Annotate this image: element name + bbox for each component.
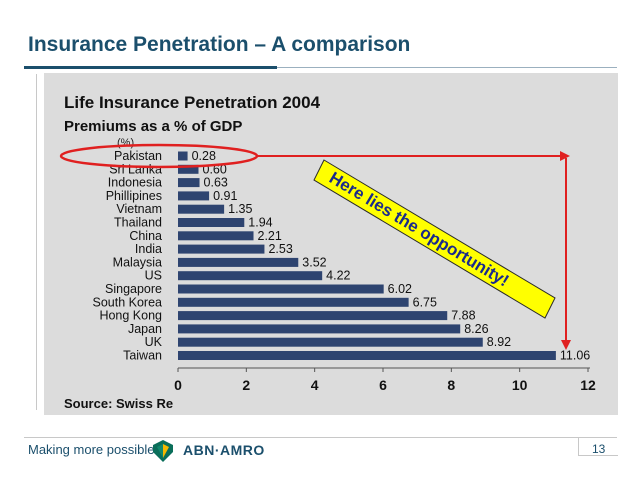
category-label: Sri Lanka [109,162,162,176]
bar-uk [178,337,483,347]
title-rule [277,67,617,68]
category-label: Vietnam [116,202,162,216]
x-tick-label: 12 [580,377,596,393]
category-label: Thailand [114,216,162,230]
category-label: Indonesia [108,176,162,190]
bar-sri-lanka [178,164,199,174]
value-label: 0.28 [192,149,216,163]
value-label: 1.35 [228,202,252,216]
value-label: 3.52 [302,255,326,269]
category-label: Taiwan [123,349,162,363]
bar-hong-kong [178,311,448,321]
category-label: Hong Kong [99,309,162,323]
category-label: US [145,269,162,283]
page-number-box [578,437,618,456]
chart-subtitle: Premiums as a % of GDP [64,118,242,135]
bar-indonesia [178,178,200,188]
arrow-head-horizontal [560,151,570,161]
chart-source: Source: Swiss Re [64,396,173,411]
category-label: Phillipines [106,189,162,203]
x-axis-ticks: 0 2 4 6 8 10 12 [174,368,596,393]
title-underline [24,66,277,69]
value-label: 7.88 [451,309,475,323]
bar-taiwan [178,351,556,360]
category-label: Pakistan [114,149,162,163]
category-label: South Korea [93,295,163,309]
page-number: 13 [592,442,606,456]
bar-singapore [178,284,384,294]
value-label: 2.53 [268,242,292,256]
chart-title: Life Insurance Penetration 2004 [64,93,321,112]
value-labels: 0.280.600.630.911.351.942.212.533.524.22… [192,149,591,363]
x-tick-label: 8 [447,377,455,393]
bars-layer [178,151,556,360]
value-label: 8.26 [464,322,488,336]
footer-rule [24,437,617,438]
category-label: UK [145,335,163,349]
value-label: 2.21 [258,229,282,243]
abn-amro-shield-icon [153,440,173,462]
value-label: 1.94 [248,216,272,230]
value-label: 4.22 [326,269,350,283]
annotation-text: Here lies the opportunity! [326,168,512,290]
x-tick-label: 6 [379,377,387,393]
bar-thailand [178,218,245,227]
left-divider [36,74,37,410]
category-label: China [129,229,162,243]
chart-unit-label: (%) [117,137,134,149]
bar-india [178,244,265,254]
x-tick-label: 10 [512,377,528,393]
bar-malaysia [178,257,299,267]
bar-us [178,271,323,281]
value-label: 11.06 [560,349,590,363]
value-label: 6.02 [388,282,412,296]
x-tick-label: 4 [311,377,319,393]
x-tick-label: 2 [242,377,250,393]
category-label: Japan [128,322,162,336]
tagline: Making more possible [28,442,155,457]
value-label: 6.75 [413,295,437,309]
arrow-head-vertical [561,340,571,350]
category-label: India [135,242,162,256]
x-tick-label: 0 [174,377,182,393]
bar-phillipines [178,191,210,201]
bar-south-korea [178,297,409,307]
bar-vietnam [178,204,225,214]
category-label: Malaysia [113,255,162,269]
value-label: 0.63 [204,176,228,190]
bar-japan [178,324,461,334]
bar-pakistan [178,151,188,161]
brand-name: ABN·AMRO [183,442,265,458]
value-label: 8.92 [487,335,511,349]
value-label: 0.91 [213,189,237,203]
category-label: Singapore [105,282,162,296]
slide-title: Insurance Penetration – A comparison [28,33,411,56]
annotation-callout [313,159,556,319]
bar-china [178,231,254,241]
